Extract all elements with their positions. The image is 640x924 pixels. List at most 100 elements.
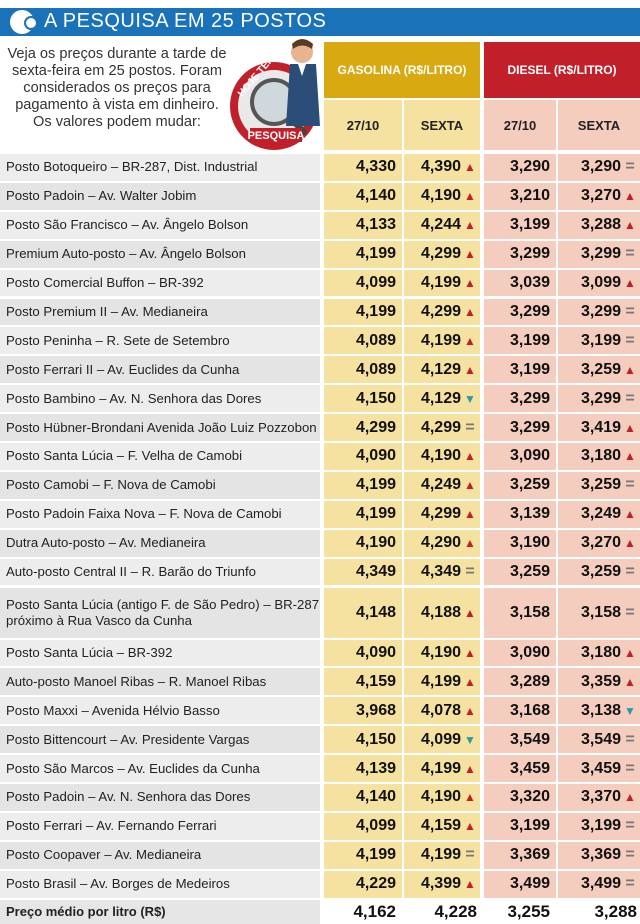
diesel-sexta-price: 3,270 ▲ [558, 182, 640, 210]
gasoline-27-10-price: 4,199 [324, 841, 402, 869]
gasoline-sexta-price-value: 4,190 [420, 788, 461, 806]
gasoline-sexta-price: 4,290 ▲ [404, 529, 480, 557]
gasoline-27-10-price-value: 4,089 [355, 360, 396, 378]
gasoline-27-10-price: 4,349 [324, 558, 402, 586]
diesel-27-10-price: 3,320 [484, 784, 556, 811]
diesel-sexta-price: 3,459 = [558, 755, 640, 782]
station-name-value: Posto Padoin – Av. Walter Jobim [6, 188, 197, 204]
gasoline-27-10-price: 4,133 [324, 211, 402, 239]
gasoline-sexta-price: 4,199 ▲ [404, 668, 480, 696]
trend-up-icon: ▲ [624, 362, 636, 377]
diesel-27-10-price: 3,199 [484, 211, 556, 239]
diesel-sexta-price-value: 3,299 [580, 245, 621, 263]
diesel-27-10-price-value: 3,259 [509, 476, 550, 494]
trend-up-icon: ▲ [624, 218, 636, 233]
diesel-sexta-price-value: 3,199 [580, 817, 621, 835]
table-row: Posto Bambino – Av. N. Senhora das Dores… [0, 385, 640, 413]
intro-text: Veja os preços durante a tarde de sexta-… [7, 46, 227, 130]
station-name-value: Auto-posto Manoel Ribas – R. Manoel Riba… [6, 673, 267, 689]
gasoline-sexta-price: 4,199 = [404, 841, 480, 869]
diesel-sexta-price: 3,099 ▲ [558, 269, 640, 297]
table-row: Posto São Francisco – Av. Ângelo Bolson 4… [0, 211, 640, 239]
diesel-27-10-price-value: 3,499 [509, 875, 550, 893]
gasoline-27-10-price-value: 4,229 [355, 875, 396, 893]
diesel-27-10-price: 3,299 [484, 298, 556, 326]
diesel-27-10-price-value: 3,299 [509, 389, 550, 407]
gasoline-27-10-price: 4,089 [324, 327, 402, 355]
gasoline-27-10-price: 4,090 [324, 639, 402, 667]
trend-up-icon: ▲ [464, 449, 476, 464]
diesel-sexta-price: 3,359 ▲ [558, 668, 640, 696]
gasoline-27-10-price-value: 3,968 [355, 701, 396, 719]
gasoline-sexta-price-value: 4,190 [420, 187, 461, 205]
gasoline-27-10-price: 4,229 [324, 870, 402, 898]
diesel-27-10-price-value: 3,299 [509, 418, 550, 436]
diesel-27-10-price: 3,499 [484, 870, 556, 898]
station-name: Posto Padoin – Av. N. Senhora das Dores [0, 784, 320, 811]
gasoline-sexta-price-value: 4,099 [420, 730, 461, 748]
diesel-27-10-price-value: 3,090 [509, 447, 550, 465]
trend-down-icon: ▼ [464, 732, 476, 747]
table-row: Posto Padoin Faixa Nova – F. Nova de Cam… [0, 500, 640, 528]
station-name-value: Posto São Francisco – Av. Ângelo Bolson [6, 217, 249, 233]
diesel-sexta-price-value: 3,288 [580, 216, 621, 234]
diesel-27-10-price-value: 3,039 [509, 274, 550, 292]
diesel-sexta-price-value: 3,369 [580, 846, 621, 864]
gasoline-27-10-price: 4,099 [324, 812, 402, 840]
diesel-27-10-price-value: 3,199 [509, 817, 550, 835]
diesel-sexta-price: 3,158 = [558, 587, 640, 638]
trend-up-icon: ▲ [464, 507, 476, 522]
trend-up-icon: ▲ [464, 536, 476, 551]
gasoline-27-10-price: 4,090 [324, 443, 402, 470]
gasoline-27-10-price: 4,159 [324, 668, 402, 696]
trend-equal-icon: = [625, 817, 635, 835]
station-name: Posto São Francisco – Av. Ângelo Bolson [0, 211, 320, 239]
station-name-value: Posto Padoin – Av. N. Senhora das Dores [6, 789, 251, 805]
station-name: Posto Coopaver – Av. Medianeira [0, 841, 320, 869]
gasoline-27-10-price-value: 4,150 [355, 730, 396, 748]
trend-up-icon: ▲ [464, 605, 476, 620]
trend-equal-icon: = [625, 302, 635, 320]
gasoline-sexta-price: 4,199 ▲ [404, 327, 480, 355]
trend-up-icon: ▲ [464, 877, 476, 892]
station-name-value: Dutra Auto-posto – Av. Medianeira [6, 535, 206, 551]
gasoline-sexta-price: 4,190 ▲ [404, 784, 480, 811]
station-name-value: Posto Coopaver – Av. Medianeira [6, 847, 202, 863]
trend-equal-icon: = [625, 846, 635, 864]
trend-up-icon: ▲ [624, 420, 636, 435]
trend-up-icon: ▲ [464, 478, 476, 493]
gasoline-sexta-price: 4,078 ▲ [404, 697, 480, 725]
trend-up-icon: ▲ [464, 362, 476, 377]
trend-equal-icon: = [625, 331, 635, 349]
diesel-sexta-price-value: 3,270 [580, 187, 621, 205]
trend-equal-icon: = [465, 418, 475, 436]
page-title: A PESQUISA EM 25 POSTOS [44, 10, 327, 32]
gasoline-sexta-price-value: 4,190 [420, 447, 461, 465]
diesel-sexta-price-value: 3,099 [580, 274, 621, 292]
station-name-value: Posto Hübner-Brondani Avenida João Luiz … [6, 419, 317, 435]
trend-up-icon: ▲ [624, 536, 636, 551]
trend-up-icon: ▲ [464, 247, 476, 262]
trend-up-icon: ▲ [464, 819, 476, 834]
gasoline-sexta-price-value: 4,159 [420, 817, 461, 835]
gasoline-27-10-price: 4,139 [324, 755, 402, 782]
station-name: Posto Ferrari – Av. Fernando Ferrari [0, 812, 320, 840]
diesel-27-10-price-value: 3,289 [509, 672, 550, 690]
diesel-27-10-price: 3,090 [484, 639, 556, 667]
diesel-27-10-price: 3,299 [484, 385, 556, 413]
trend-up-icon: ▲ [624, 645, 636, 660]
diesel-sexta-price-value: 3,249 [580, 505, 621, 523]
station-name-value: Posto Premium II – Av. Medianeira [6, 303, 208, 319]
gasoline-sexta-price-value: 4,129 [420, 360, 461, 378]
table-row: Posto Santa Lúcia – BR-392 4,090 4,190 ▲ 3,0… [0, 639, 640, 667]
station-name: Posto Santa Lúcia – BR-392 [0, 639, 320, 667]
gasoline-sexta-price-value: 4,299 [420, 245, 461, 263]
trend-up-icon: ▲ [464, 160, 476, 175]
station-name-value: Posto Camobi – F. Nova de Camobi [6, 477, 216, 493]
station-name-value: Posto Ferrari II – Av. Euclides da Cunha [6, 361, 240, 377]
gasoline-sexta-price: 4,390 ▲ [404, 154, 480, 181]
gasoline-sexta-price-value: 4,349 [420, 563, 461, 581]
gasoline-27-10-price-value: 4,099 [355, 817, 396, 835]
table-row: Posto Brasil – Av. Borges de Medeiros 4,2… [0, 870, 640, 898]
gasoline-sexta-price: 4,199 ▲ [404, 755, 480, 782]
